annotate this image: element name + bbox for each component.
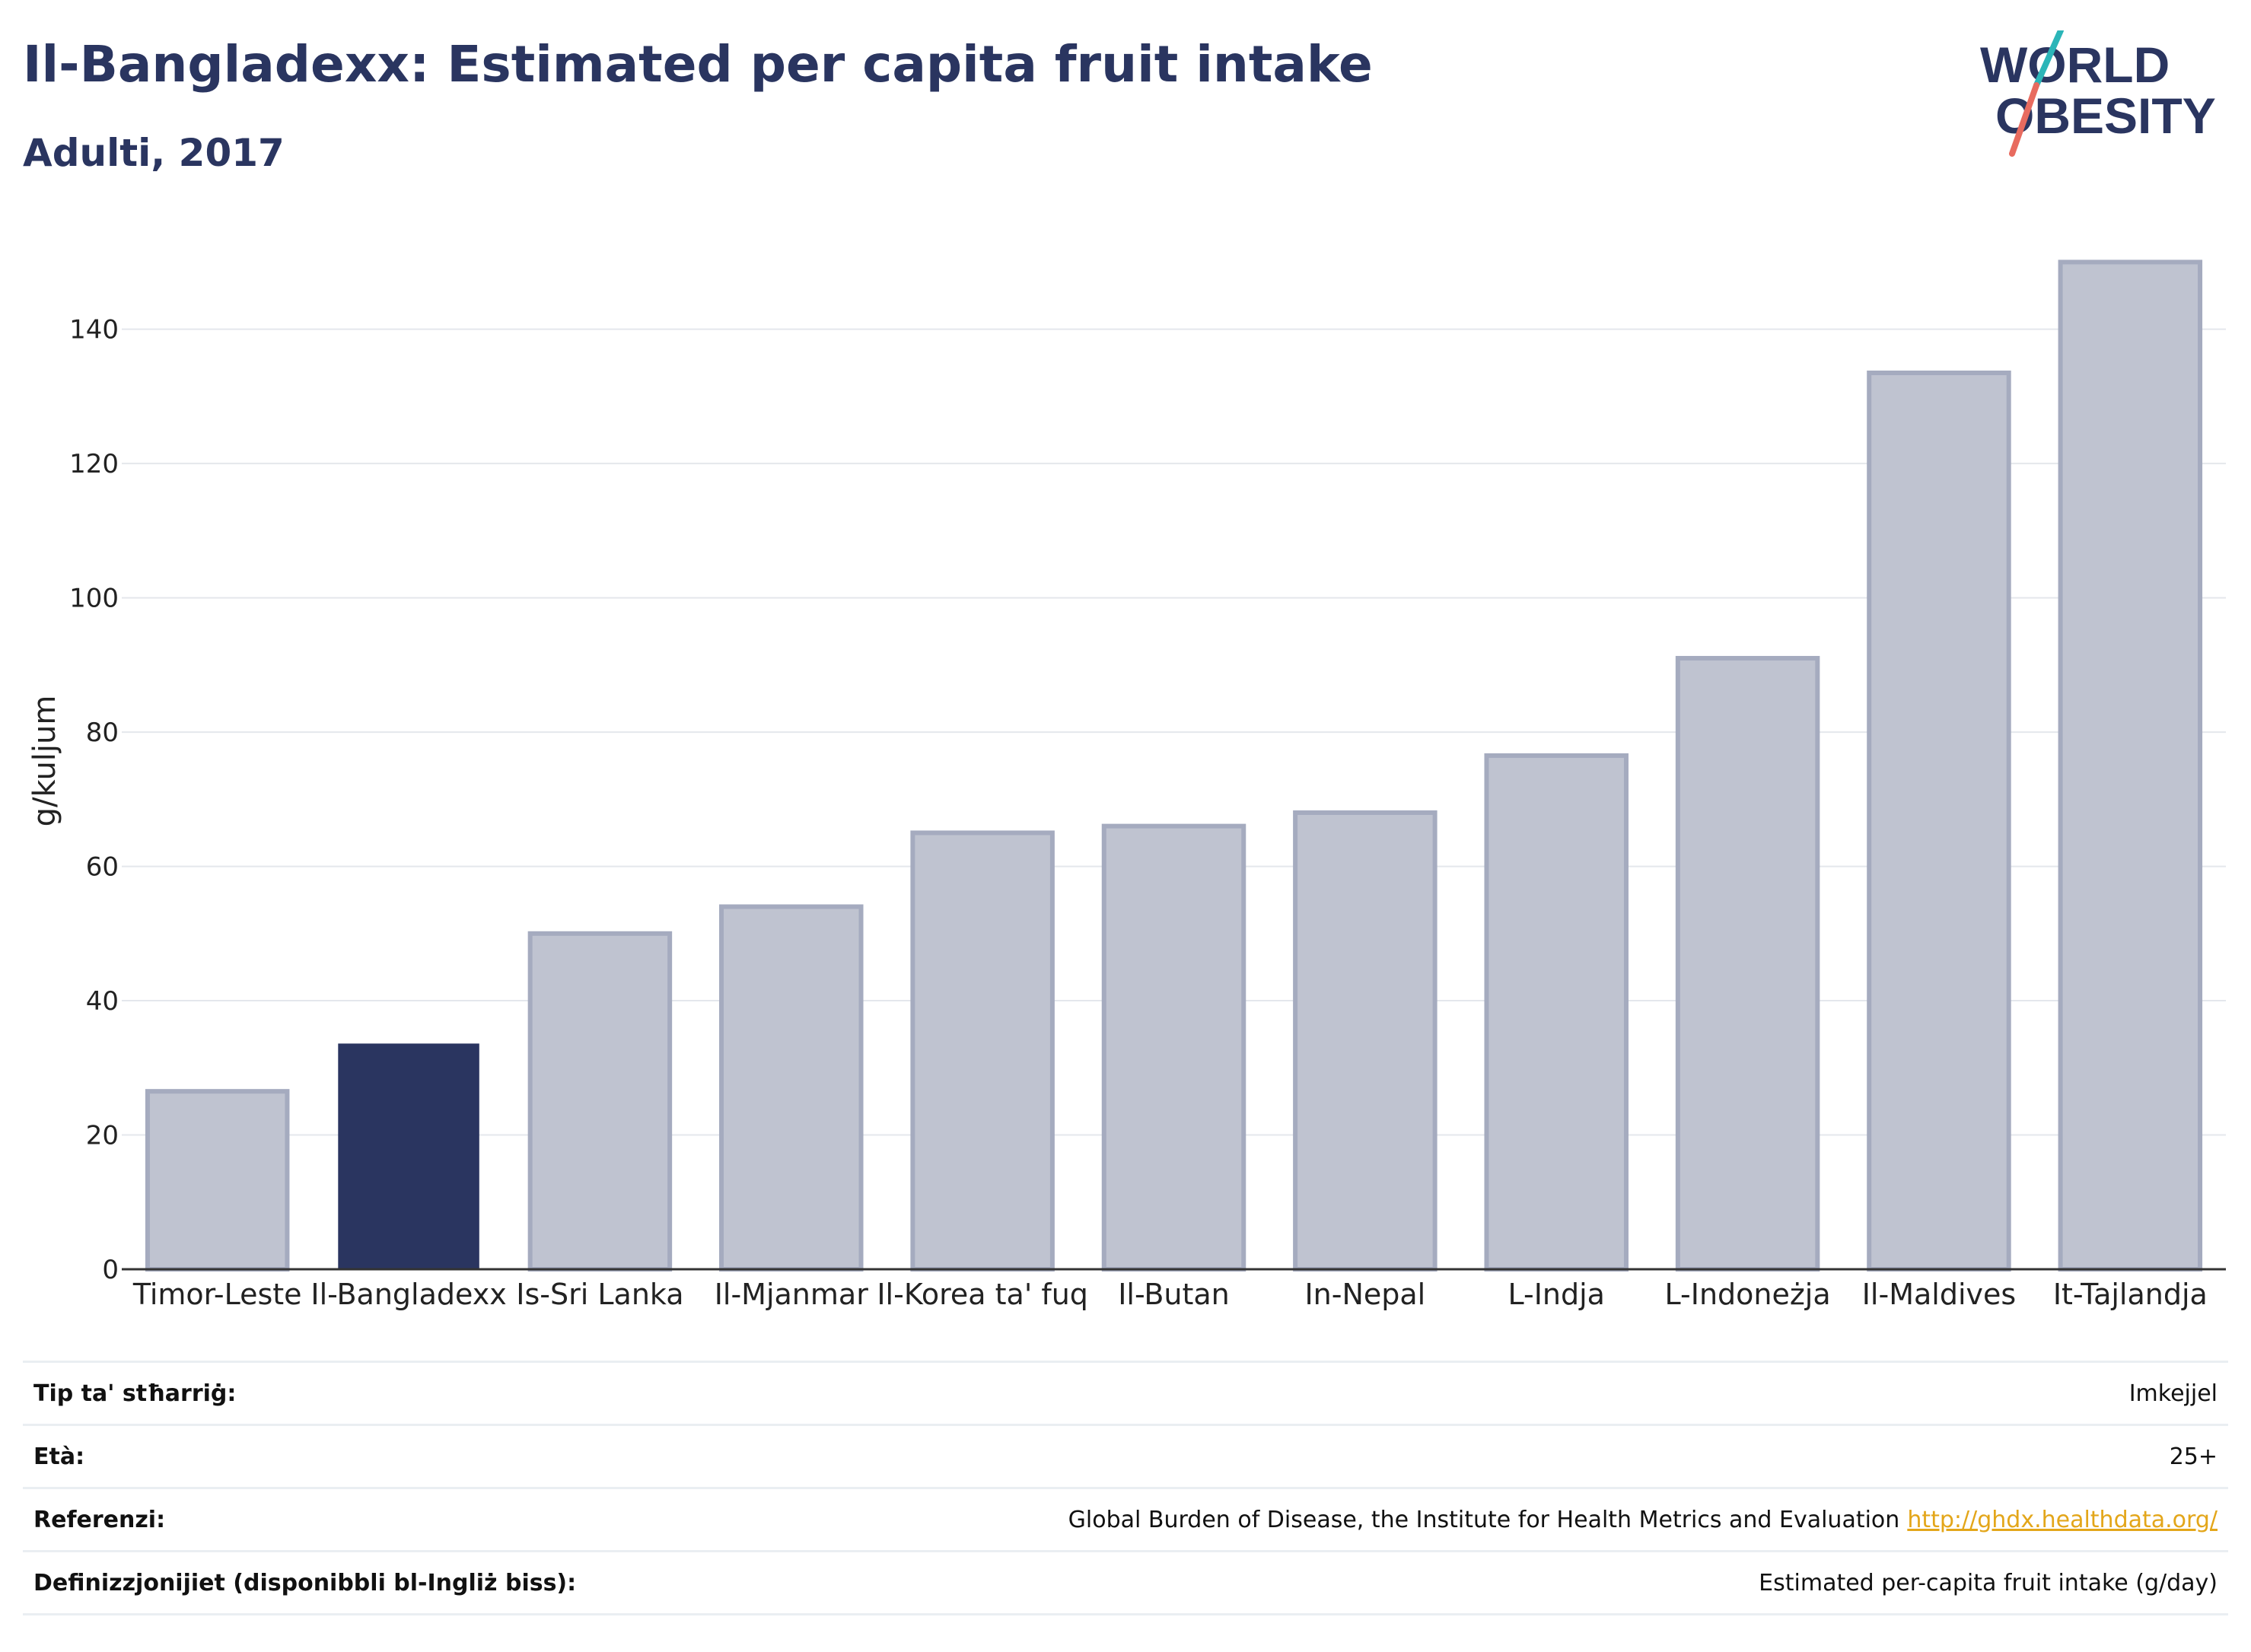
metadata-value-text: Estimated per-capita fruit intake (g/day… (1759, 1569, 2218, 1596)
x-tick-label: Il-Korea ta' fuq (877, 1278, 1088, 1311)
bar[interactable] (1867, 371, 2011, 1272)
world-obesity-logo: WORLD OBESITY (1980, 30, 2216, 157)
bar[interactable] (1675, 656, 1820, 1272)
x-tick-label: L-Indoneżja (1665, 1278, 1831, 1311)
y-tick-label: 20 (86, 1121, 119, 1151)
x-tick-label: Timor-Leste (132, 1278, 302, 1311)
metadata-value-text: Imkejjel (2128, 1380, 2218, 1407)
y-tick-label: 100 (69, 584, 119, 614)
page-title: Il-Bangladexx: Estimated per capita frui… (23, 35, 1373, 94)
metadata-row: Tip ta' stħarriġ: Imkejjel (23, 1363, 2228, 1426)
page-subtitle: Adulti, 2017 (23, 131, 285, 175)
metadata-value: Imkejjel (2129, 1380, 2218, 1407)
bar-chart: 0 20 40 60 80 100 120 140 Timor-Leste Il-Banglad… (27, 259, 2226, 1311)
metadata-key: Referenzi: (33, 1506, 166, 1533)
x-tick-label: Il-Maldives (1862, 1278, 2016, 1311)
bar[interactable] (145, 1089, 290, 1272)
metadata-table: Tip ta' stħarriġ: Imkejjel Età: 25+ Referenz… (23, 1361, 2228, 1615)
x-tick-label: It-Tajlandja (2053, 1278, 2208, 1311)
y-ticks-layer: 0 20 40 60 80 100 120 140 (69, 315, 119, 1285)
logo-slash-teal (2033, 30, 2064, 88)
y-tick-label: 140 (69, 315, 119, 345)
metadata-value-text: 25+ (2169, 1443, 2218, 1470)
bars-layer (145, 259, 2203, 1272)
logo-line1: WORLD (1980, 37, 2170, 93)
metadata-key: Definizzjonijiet (disponibbli bl-Ingliż … (33, 1569, 577, 1596)
metadata-key: Tip ta' stħarriġ: (33, 1380, 237, 1407)
y-tick-label: 0 (102, 1255, 119, 1285)
y-tick-label: 60 (86, 852, 119, 883)
y-tick-label: 40 (86, 986, 119, 1017)
metadata-value-text: Global Burden of Disease, the Institute … (1068, 1506, 1900, 1533)
reference-link[interactable]: http://ghdx.healthdata.org/ (1907, 1506, 2218, 1533)
bar[interactable] (1484, 753, 1629, 1272)
bar[interactable] (910, 830, 1055, 1272)
metadata-value: 25+ (2170, 1444, 2218, 1470)
x-tick-label: Il-Mjanmar (715, 1278, 868, 1311)
bar[interactable] (1101, 823, 1246, 1272)
bar[interactable] (719, 904, 864, 1272)
bar[interactable] (1293, 810, 1438, 1272)
x-tick-label: L-Indja (1508, 1278, 1604, 1311)
metadata-row: Età: 25+ (23, 1426, 2228, 1489)
bar[interactable] (2058, 259, 2203, 1272)
x-tick-label: Il-Bangladexx (310, 1278, 506, 1311)
metadata-value: Estimated per-capita fruit intake (g/day… (1759, 1570, 2218, 1596)
bar[interactable] (527, 931, 673, 1272)
x-tick-label: Is-Sri Lanka (516, 1278, 683, 1311)
x-labels-layer: Timor-Leste Il-Bangladexx Is-Sri Lanka Il-M… (132, 1278, 2208, 1311)
y-axis-label: g/kuljum (27, 695, 62, 827)
y-tick-label: 120 (69, 449, 119, 479)
metadata-row: Referenzi: Global Burden of Disease, the … (23, 1489, 2228, 1552)
logo-slash-coral (2009, 82, 2039, 157)
x-tick-label: Il-Butan (1118, 1278, 1230, 1311)
x-tick-label: In-Nepal (1304, 1278, 1425, 1311)
metadata-value: Global Burden of Disease, the Institute … (1068, 1507, 2218, 1533)
metadata-row: Definizzjonijiet (disponibbli bl-Ingliż … (23, 1552, 2228, 1615)
bar[interactable] (338, 1043, 479, 1270)
metadata-key: Età: (33, 1443, 85, 1470)
y-tick-label: 80 (86, 718, 119, 748)
